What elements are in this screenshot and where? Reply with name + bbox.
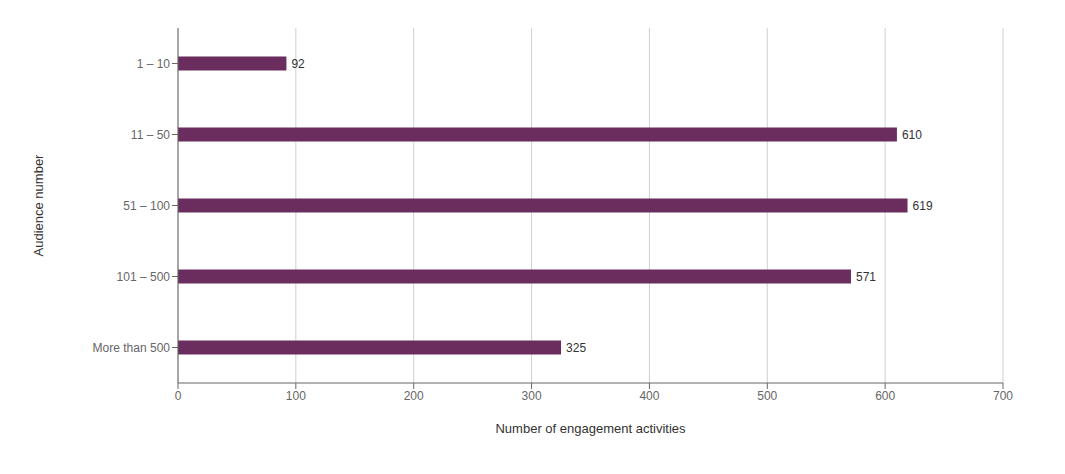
svg-text:200: 200 — [404, 389, 424, 403]
svg-text:619: 619 — [913, 199, 933, 213]
svg-text:500: 500 — [757, 389, 777, 403]
svg-text:101 – 500: 101 – 500 — [117, 270, 171, 284]
svg-text:600: 600 — [875, 389, 895, 403]
svg-text:100: 100 — [286, 389, 306, 403]
svg-text:400: 400 — [639, 389, 659, 403]
svg-text:Number of engagement activitie: Number of engagement activities — [495, 421, 686, 436]
svg-text:0: 0 — [175, 389, 182, 403]
svg-text:300: 300 — [522, 389, 542, 403]
svg-text:571: 571 — [856, 270, 876, 284]
svg-text:51 – 100: 51 – 100 — [123, 199, 170, 213]
svg-text:11 – 50: 11 – 50 — [131, 128, 170, 142]
svg-text:More than 500: More than 500 — [93, 341, 171, 355]
svg-text:92: 92 — [291, 57, 305, 71]
svg-text:1 – 10: 1 – 10 — [137, 57, 171, 71]
svg-text:610: 610 — [902, 128, 922, 142]
svg-text:325: 325 — [566, 341, 586, 355]
svg-text:Audience number: Audience number — [31, 154, 46, 257]
svg-text:700: 700 — [993, 389, 1013, 403]
